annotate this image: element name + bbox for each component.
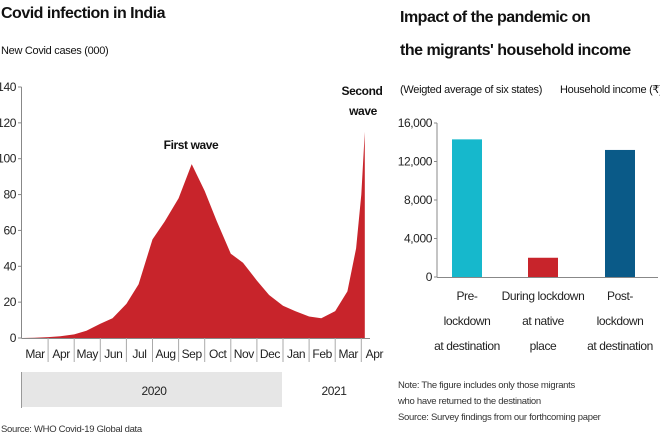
chart-title-line2: the migrants' household income [400,42,631,59]
year-band-2020 [22,372,282,407]
category-label: Post- [607,289,633,303]
annotation-second-wave-2: wave [348,104,377,118]
income-chart: Impact of the pandemic on the migrants' … [397,9,660,423]
note-line1: Note: The figure includes only those mig… [398,380,576,391]
x-tick-label: Apr [366,347,384,361]
y-tick-label: 0 [426,270,433,284]
note-line2: who have returned to the destination [397,396,541,407]
y-tick-label: 8,000 [404,193,433,207]
x-tick-label: Jun [104,347,122,361]
source-left: Source: WHO Covid-19 Global data [1,424,143,435]
cases-area [22,131,365,338]
y-tick-label: 80 [3,188,16,202]
bar [452,139,482,277]
bar [528,257,558,277]
annotation-first-wave: First wave [164,138,219,152]
y-tick-label: 4,000 [404,232,433,246]
source-right: Source: Survey findings from our forthco… [398,412,601,423]
y-tick-label: 60 [3,223,16,237]
category-label: lockdown [444,314,491,328]
x-tick-label: May [77,347,99,361]
x-tick-label: Apr [52,347,70,361]
chart-subtitle: New Covid cases (000) [1,45,108,57]
category-label: place [530,339,557,353]
y-tick-label: 12,000 [398,155,433,169]
x-tick-label: Aug [155,347,175,361]
chart-title: Impact of the pandemic on [400,9,590,26]
y-axis-label: Household income (₹) [560,84,660,96]
year-label-2021: 2021 [321,384,347,398]
x-tick-label: Nov [234,347,255,361]
category-label: at native [522,314,564,328]
covid-chart: Covid infection in India New Covid cases… [0,5,384,435]
y-tick-label: 100 [0,152,17,166]
category-label: at destination [587,339,653,353]
x-tick-label: Jan [287,347,305,361]
annotation-second-wave-1: Second [342,84,383,98]
y-tick-label: 16,000 [398,116,433,130]
category-label: During lockdown [502,289,585,303]
year-label-2020: 2020 [141,384,167,398]
x-tick-label: Feb [312,347,332,361]
x-tick-label: Oct [209,347,228,361]
category-label: at destination [434,339,500,353]
y-tick-label: 40 [3,259,16,273]
x-tick-label: Mar [25,347,45,361]
y-tick-label: 0 [10,331,17,345]
y-tick-label: 140 [0,80,17,94]
x-tick-label: Mar [339,347,359,361]
bar [605,149,635,277]
y-tick-label: 20 [3,295,16,309]
category-label: lockdown [597,314,644,328]
x-tick-label: Sep [182,347,203,361]
x-tick-label: Jul [132,347,146,361]
category-label: Pre- [456,289,477,303]
chart-title: Covid infection in India [1,5,166,22]
x-tick-label: Dec [260,347,281,361]
chart-subtitle: (Weigted average of six states) [400,84,542,96]
y-tick-label: 120 [0,116,17,130]
